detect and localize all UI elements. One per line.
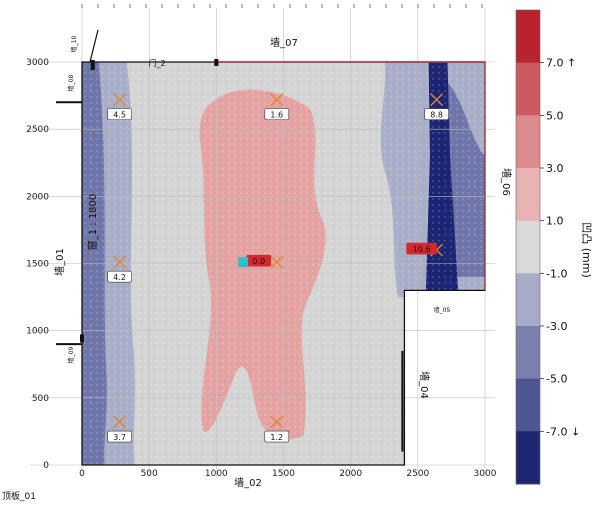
colorbar-band (516, 273, 540, 327)
wall-label-corner-small: 墙_10 (70, 36, 78, 53)
colorbar-tick-label: -5.0 (546, 373, 567, 386)
y-tick-label: 500 (32, 394, 49, 404)
colorbar-frame (515, 9, 541, 485)
marker-cross (270, 415, 284, 429)
x-tick-label: 1000 (205, 469, 228, 479)
marker-cross (113, 93, 127, 107)
measure-points: 4.5 1.6 8.8 4.2 0.0 10.6 3.7 1.2 (107, 93, 449, 443)
reference-marker (238, 257, 249, 268)
wall-label-top: 墙_07 (270, 36, 298, 49)
colorbar-band (516, 168, 540, 222)
wall-labels: 墙_07 墙_02 门_2 墙_01 窗_1 : 1800 墙_06 墙_04 … (2, 36, 513, 502)
wall-label-door: 门_2 (148, 58, 165, 68)
wall-label-window: 窗_1 : 1800 (86, 194, 99, 251)
value-label-box (107, 270, 132, 283)
colorbar-tick-label: 1.0 (546, 215, 564, 228)
wall-label-bottom: 墙_02 (234, 476, 262, 489)
wall-marker-left (80, 334, 84, 343)
value-label: 1.2 (270, 433, 283, 442)
value-label-box (264, 108, 290, 120)
colorbar-tick-label: 3.0 (546, 162, 564, 175)
value-label: 4.5 (113, 111, 126, 120)
x-tick-label: 3000 (474, 469, 497, 479)
value-label-box (264, 430, 290, 443)
colorbar: 凹凸 (mm) 7.0 ↑ 5.0 3.0 1.0 -1.0 -3.0 -5.0 -7.0 ↓ (515, 9, 593, 485)
colorbar-band (516, 378, 540, 432)
marker-cross (113, 255, 127, 269)
marker-cross (430, 93, 444, 107)
value-label-box (107, 430, 132, 443)
colorbar-band (516, 115, 540, 169)
floor-label: 顶板_01 (2, 490, 36, 502)
value-label: 10.6 (413, 245, 431, 254)
value-label: 0.0 (252, 257, 265, 266)
y-tick-label: 1000 (26, 327, 49, 337)
axes: 0 500 1000 1500 2000 2500 3000 0 500 1000 1500 2000… (26, 4, 497, 479)
wall-label-left-small-top: 墙_08 (67, 75, 75, 92)
wall-stub-corner (89, 29, 99, 63)
value-label-box (406, 242, 437, 255)
colorbar-band (516, 62, 540, 116)
wall-label-left: 墙_01 (53, 248, 66, 276)
value-label: 8.8 (430, 111, 443, 120)
colorbar-tick-label: 5.0 (546, 109, 564, 122)
x-tick-label: 1500 (272, 469, 295, 479)
x-tick-label: 0 (79, 469, 85, 479)
colorbar-band (516, 431, 540, 485)
wall-marker-top (214, 59, 219, 66)
wall-label-right: 墙_06 (500, 168, 513, 196)
door-marker (90, 60, 95, 70)
marker-cross (270, 93, 284, 107)
y-tick-label: 3000 (26, 58, 49, 68)
value-label: 4.2 (113, 273, 126, 282)
wall-label-right-lower: 墙_04 (418, 371, 431, 399)
colorbar-title: 凹凸 (mm) (580, 222, 593, 278)
x-tick-label: 2500 (406, 469, 429, 479)
value-label-box (424, 108, 449, 120)
colorbar-band (516, 220, 540, 274)
x-tick-label: 2000 (339, 469, 362, 479)
y-tick-label: 2500 (26, 125, 49, 135)
wall-label-left-small-bottom: 墙_09 (67, 347, 75, 364)
x-tick-label: 500 (141, 469, 158, 479)
colorbar-tick-label: -1.0 (546, 267, 567, 280)
y-tick-label: 0 (43, 461, 49, 471)
colorbar-tick-label: 7.0 ↑ (546, 57, 576, 70)
colorbar-band (516, 10, 540, 64)
marker-cross (270, 255, 284, 269)
value-label: 1.6 (270, 111, 283, 120)
wall-label-right-small: 墙_05 (434, 306, 451, 314)
value-label: 3.7 (113, 433, 126, 442)
floor-outline (81, 61, 486, 466)
colorbar-tick-label: -7.0 ↓ (546, 425, 580, 438)
marker-cross (113, 415, 127, 429)
y-tick-label: 2000 (26, 192, 49, 202)
colorbar-tick-label: -3.0 (546, 320, 567, 333)
y-tick-label: 1500 (26, 260, 49, 270)
colorbar-band (516, 326, 540, 380)
value-label-box (107, 108, 132, 120)
